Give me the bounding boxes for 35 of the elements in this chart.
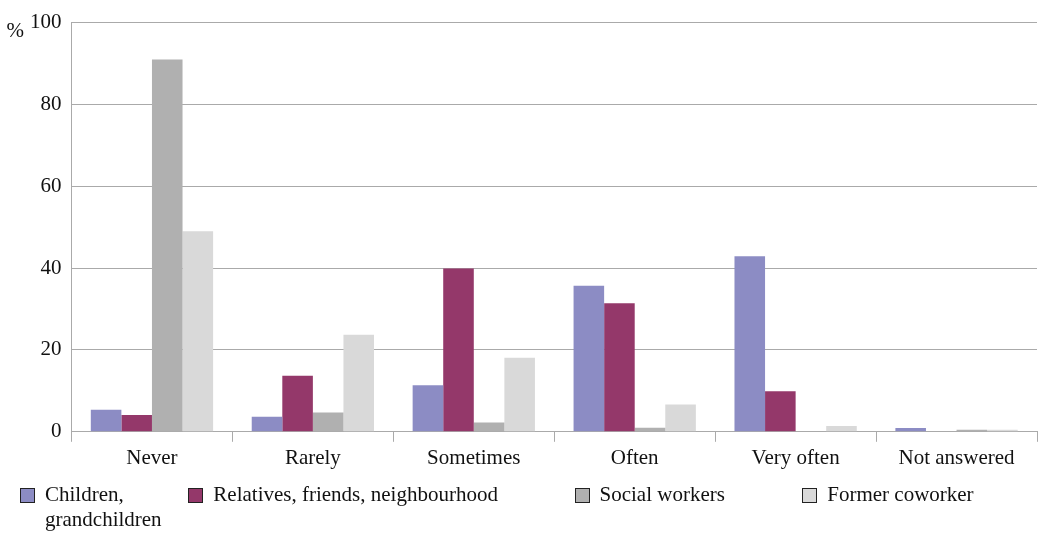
bar: [312, 412, 344, 432]
bar: [734, 256, 766, 432]
legend-label: Children, grandchildren: [45, 482, 163, 532]
bar: [604, 303, 635, 432]
bar: [121, 415, 152, 432]
x-tick-label: Not answered: [898, 444, 1016, 469]
x-tick-label: Rarely: [284, 444, 342, 469]
bar: [895, 428, 926, 432]
x-tick-label: Often: [610, 444, 660, 469]
x-tick-label: Never: [126, 444, 178, 469]
y-tick-label: 100: [30, 9, 62, 34]
bar: [504, 357, 535, 432]
legend-label: Relatives, friends, neighbourhood: [213, 482, 498, 507]
bar: [282, 375, 313, 432]
bar: [826, 426, 857, 432]
y-tick-label: 20: [40, 336, 62, 361]
bar: [90, 409, 122, 432]
legend-label: Former coworker: [827, 482, 974, 507]
y-tick-label: 0: [51, 418, 62, 443]
bar: [251, 416, 283, 432]
bar: [473, 422, 505, 432]
legend-label: Social workers: [599, 482, 725, 507]
y-tick-label: 40: [40, 254, 62, 279]
bar: [765, 391, 796, 432]
bar: [343, 334, 375, 432]
bar: [412, 385, 444, 432]
y-tick-label: 80: [40, 90, 62, 115]
y-tick-label: 60: [40, 172, 62, 197]
bar: [665, 404, 696, 432]
bar: [443, 268, 474, 432]
bar: [573, 285, 605, 432]
x-tick-label: Sometimes: [427, 444, 521, 469]
y-axis-title: %: [6, 18, 24, 43]
bar: [182, 231, 214, 432]
x-tick-label: Very often: [751, 444, 841, 469]
